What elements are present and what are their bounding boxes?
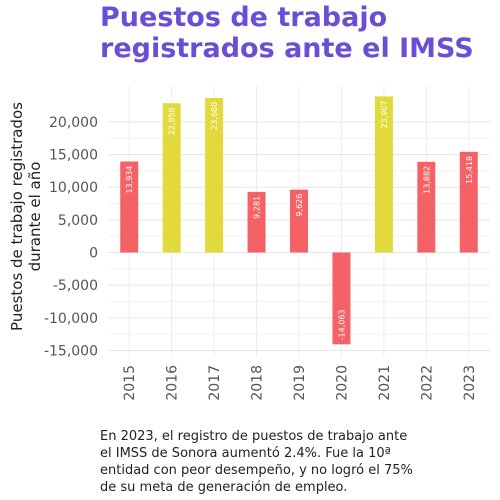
x-tick-label: 2022: [419, 365, 435, 401]
x-tick-label: 2018: [250, 365, 266, 401]
value-label-2021: 23,907: [380, 100, 389, 128]
bar-2019: [290, 189, 308, 253]
value-label-2015: 13,934: [125, 166, 134, 194]
chart-caption: En 2023, el registro de puestos de traba…: [100, 429, 413, 495]
y-tick-label: 20,000: [49, 115, 98, 131]
y-tick-label: 0: [89, 246, 98, 262]
y-tick-label: 15,000: [49, 148, 98, 164]
value-label-2017: 23,680: [210, 102, 219, 130]
y-axis-ticks: 20,000 15,000 10,000 5,000 0 -5,000 -10,000 -15…: [44, 115, 98, 360]
y-axis-label: Puestos de trabajo registradosdurante el…: [8, 102, 44, 331]
value-label-2023: 15,418: [465, 156, 474, 184]
y-tick-label: -15,000: [44, 343, 98, 359]
x-tick-label: 2020: [334, 365, 350, 401]
x-tick-label: 2016: [165, 365, 181, 401]
x-tick-label: 2019: [292, 365, 308, 401]
x-tick-label: 2015: [122, 365, 138, 401]
value-labels: 13,934 22,858 23,680 9,281 9,626 -14,063 23,90…: [125, 100, 474, 340]
y-tick-label: -5,000: [53, 278, 98, 294]
x-axis-ticks: 2015 2016 2017 2018 2019 2020 2021 2022 2023: [122, 365, 478, 401]
bar-2017: [205, 97, 224, 253]
bar-2021: [374, 96, 393, 253]
x-tick-label: 2017: [207, 365, 223, 401]
bar-2022: [417, 161, 436, 253]
chart-title: Puestos de trabajo registrados ante el I…: [100, 2, 474, 64]
y-axis-label-line: durante el año: [26, 162, 44, 272]
bar-chart: 13,934 22,858 23,680 9,281 9,626 -14,063 23,90…: [8, 86, 490, 401]
bars: [120, 96, 478, 345]
y-tick-label: 10,000: [49, 180, 98, 196]
bar-2023: [459, 151, 478, 253]
bar-2018: [247, 191, 266, 253]
bar-2016: [162, 103, 181, 253]
y-axis-label-line: Puestos de trabajo registrados: [8, 102, 26, 331]
x-tick-label: 2023: [462, 365, 478, 401]
value-label-2020: -14,063: [337, 309, 346, 340]
value-label-2016: 22,858: [168, 107, 177, 135]
y-tick-label: -10,000: [44, 311, 98, 327]
bar-2020: [332, 252, 351, 345]
value-label-2019: 9,626: [295, 194, 304, 217]
value-label-2022: 13,882: [422, 166, 431, 194]
x-tick-label: 2021: [377, 365, 393, 401]
bar-2015: [120, 161, 139, 253]
value-label-2018: 9,281: [253, 196, 262, 219]
y-tick-label: 5,000: [58, 213, 98, 229]
